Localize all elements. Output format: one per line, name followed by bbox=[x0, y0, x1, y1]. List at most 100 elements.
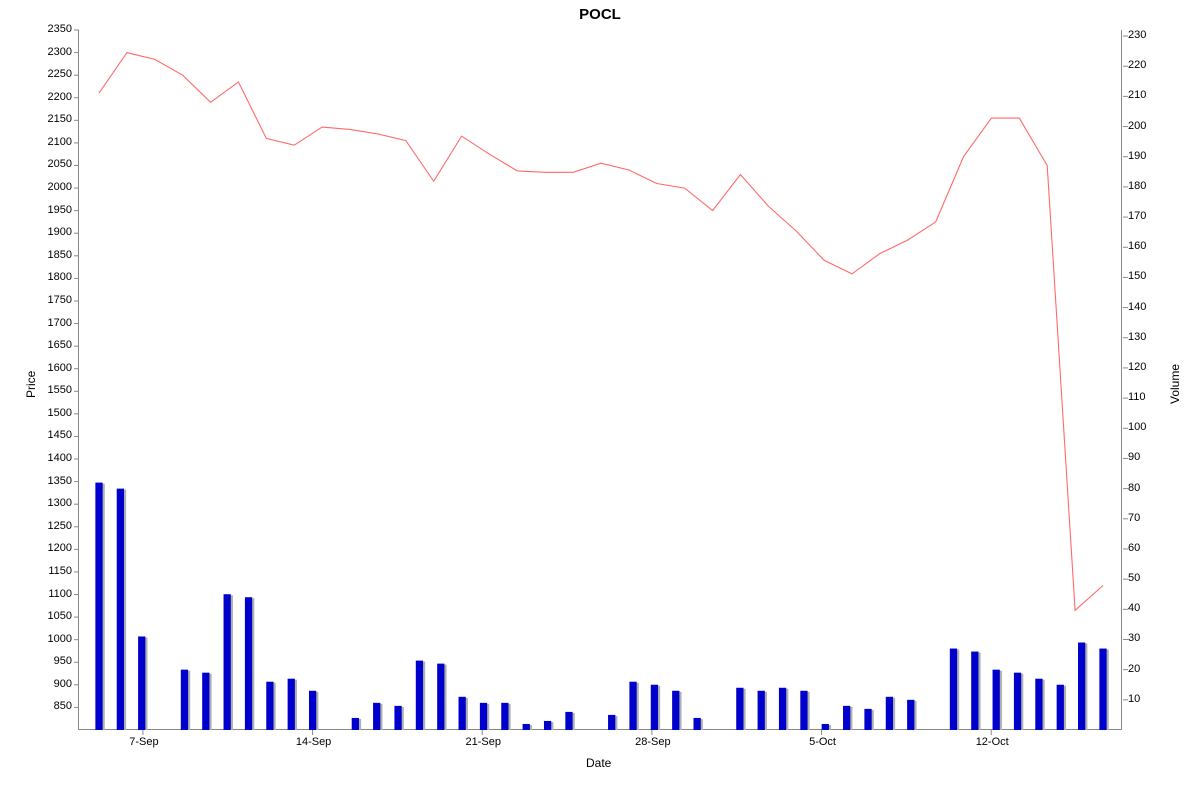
y-right-tick-label: 130 bbox=[1128, 331, 1146, 343]
y-left-tick-label: 2250 bbox=[22, 68, 72, 80]
y-right-tick-label: 50 bbox=[1128, 572, 1140, 584]
y-left-tick-label: 2350 bbox=[22, 23, 72, 35]
y-right-tick-label: 10 bbox=[1128, 693, 1140, 705]
y-right-tick-label: 160 bbox=[1128, 240, 1146, 252]
chart-container: POCL 85090095010001050110011501200125013… bbox=[0, 0, 1200, 792]
y-right-tick-label: 230 bbox=[1128, 29, 1146, 41]
volume-bar bbox=[608, 715, 615, 730]
x-tick-label: 7-Sep bbox=[122, 736, 166, 748]
volume-bar bbox=[544, 721, 551, 730]
y-left-tick-label: 1900 bbox=[22, 226, 72, 238]
volume-bar bbox=[181, 670, 188, 730]
volume-bar bbox=[1035, 679, 1042, 730]
x-tick-label: 21-Sep bbox=[461, 736, 505, 748]
volume-bar bbox=[1078, 643, 1085, 731]
y-left-tick-label: 1500 bbox=[22, 407, 72, 419]
volume-bar bbox=[1057, 685, 1064, 730]
y-left-tick-label: 900 bbox=[22, 678, 72, 690]
x-tick-label: 28-Sep bbox=[631, 736, 675, 748]
y-left-tick-label: 1850 bbox=[22, 249, 72, 261]
y-left-tick-label: 1150 bbox=[22, 565, 72, 577]
y-left-tick-label: 1050 bbox=[22, 610, 72, 622]
volume-bar bbox=[1099, 649, 1106, 730]
volume-bar bbox=[993, 670, 1000, 730]
y-right-tick-label: 190 bbox=[1128, 150, 1146, 162]
volume-bar bbox=[352, 718, 359, 730]
y-left-tick-label: 1300 bbox=[22, 497, 72, 509]
y-left-tick-label: 2150 bbox=[22, 113, 72, 125]
volume-bar bbox=[629, 682, 636, 730]
y-left-tick-label: 2000 bbox=[22, 181, 72, 193]
volume-bar bbox=[907, 700, 914, 730]
volume-bar bbox=[971, 652, 978, 730]
y-right-tick-label: 150 bbox=[1128, 270, 1146, 282]
y-left-tick-label: 2300 bbox=[22, 46, 72, 58]
y-left-axis-label: Price bbox=[24, 371, 38, 398]
volume-bar bbox=[117, 489, 124, 730]
y-left-tick-label: 2200 bbox=[22, 91, 72, 103]
y-right-tick-label: 30 bbox=[1128, 632, 1140, 644]
volume-bar bbox=[480, 703, 487, 730]
volume-bar bbox=[651, 685, 658, 730]
y-right-tick-label: 20 bbox=[1128, 663, 1140, 675]
volume-bar bbox=[501, 703, 508, 730]
volume-bar bbox=[138, 636, 145, 730]
volume-bar bbox=[95, 483, 102, 730]
y-right-tick-label: 170 bbox=[1128, 210, 1146, 222]
x-tick-label: 12-Oct bbox=[970, 736, 1014, 748]
volume-bar bbox=[202, 673, 209, 730]
volume-bar bbox=[416, 661, 423, 730]
y-left-tick-label: 950 bbox=[22, 655, 72, 667]
y-right-tick-label: 70 bbox=[1128, 512, 1140, 524]
volume-bar bbox=[245, 597, 252, 730]
volume-bar bbox=[800, 691, 807, 730]
y-right-tick-label: 220 bbox=[1128, 59, 1146, 71]
y-right-tick-label: 100 bbox=[1128, 421, 1146, 433]
plot-svg bbox=[79, 30, 1123, 730]
volume-bar bbox=[288, 679, 295, 730]
volume-bar bbox=[758, 691, 765, 730]
volume-bar bbox=[950, 649, 957, 730]
volume-bar bbox=[693, 718, 700, 730]
y-right-tick-label: 40 bbox=[1128, 602, 1140, 614]
price-line bbox=[99, 53, 1103, 611]
y-right-tick-label: 60 bbox=[1128, 542, 1140, 554]
volume-bar bbox=[523, 724, 530, 730]
x-axis-label: Date bbox=[586, 756, 611, 770]
y-left-tick-label: 1700 bbox=[22, 317, 72, 329]
volume-bar bbox=[459, 697, 466, 730]
y-left-tick-label: 850 bbox=[22, 700, 72, 712]
y-left-tick-label: 1250 bbox=[22, 520, 72, 532]
volume-bar bbox=[864, 709, 871, 730]
y-right-tick-label: 80 bbox=[1128, 482, 1140, 494]
plot-area bbox=[78, 30, 1122, 730]
volume-bar bbox=[779, 688, 786, 730]
y-left-tick-label: 2100 bbox=[22, 136, 72, 148]
y-right-tick-label: 120 bbox=[1128, 361, 1146, 373]
volume-bar bbox=[565, 712, 572, 730]
chart-title: POCL bbox=[0, 6, 1200, 23]
x-tick-label: 14-Sep bbox=[292, 736, 336, 748]
y-right-tick-label: 210 bbox=[1128, 89, 1146, 101]
volume-bar bbox=[843, 706, 850, 730]
volume-bar bbox=[266, 682, 273, 730]
volume-bar bbox=[373, 703, 380, 730]
y-left-tick-label: 2050 bbox=[22, 158, 72, 170]
y-left-tick-label: 1000 bbox=[22, 633, 72, 645]
y-left-tick-label: 1650 bbox=[22, 339, 72, 351]
y-right-tick-label: 200 bbox=[1128, 120, 1146, 132]
volume-bar bbox=[309, 691, 316, 730]
y-right-tick-label: 140 bbox=[1128, 301, 1146, 313]
y-left-tick-label: 1350 bbox=[22, 475, 72, 487]
volume-bar bbox=[736, 688, 743, 730]
volume-bar bbox=[394, 706, 401, 730]
y-left-tick-label: 1750 bbox=[22, 294, 72, 306]
y-left-tick-label: 1800 bbox=[22, 271, 72, 283]
y-left-tick-label: 1200 bbox=[22, 542, 72, 554]
y-left-tick-label: 1450 bbox=[22, 429, 72, 441]
y-right-axis-label: Volume bbox=[1168, 364, 1182, 404]
volume-bar bbox=[437, 664, 444, 730]
volume-bar bbox=[822, 724, 829, 730]
volume-bar bbox=[1014, 673, 1021, 730]
y-right-tick-label: 180 bbox=[1128, 180, 1146, 192]
